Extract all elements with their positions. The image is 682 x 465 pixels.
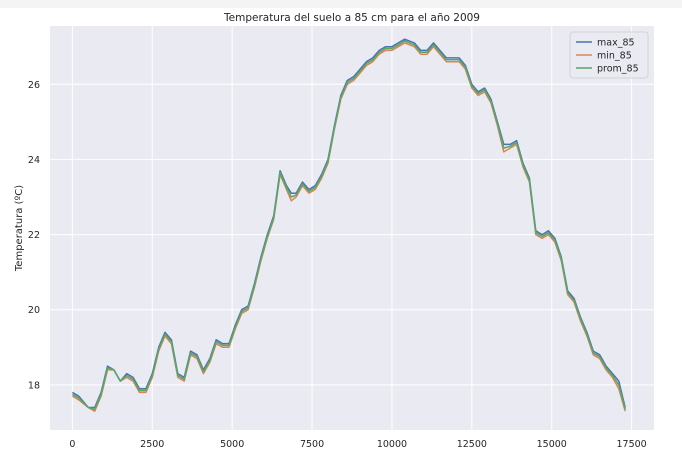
- y-tick-label: 20: [28, 305, 40, 316]
- plot-background: [50, 26, 654, 430]
- series-line-prom-85: [72, 40, 626, 411]
- y-tick-label: 24: [28, 155, 40, 166]
- y-tick-label: 18: [28, 380, 40, 391]
- x-tick-label: 0: [69, 439, 75, 450]
- x-tick-label: 2500: [140, 439, 164, 450]
- x-tick-label: 15000: [537, 439, 567, 450]
- x-tick-label: 7500: [300, 439, 324, 450]
- y-tick-label: 22: [28, 230, 40, 241]
- x-tick-label: 5000: [220, 439, 244, 450]
- x-tick-label: 10000: [377, 439, 407, 450]
- legend-box: [569, 31, 649, 79]
- x-tick-labels: 0 2500 5000 7500 10000 12500 15000 17500: [69, 439, 646, 450]
- chart-title: Temperatura del suelo a 85 cm para el añ…: [223, 12, 480, 24]
- y-axis-label: Temperatura (ºC): [14, 185, 25, 272]
- top-bar: [0, 0, 682, 8]
- legend-label: min_85: [597, 51, 632, 62]
- x-tick-label: 12500: [457, 439, 487, 450]
- legend-label: prom_85: [597, 64, 639, 75]
- y-tick-label: 26: [28, 80, 40, 91]
- y-tick-labels: 18 20 22 24 26: [28, 80, 40, 392]
- x-tick-label: 17500: [617, 439, 647, 450]
- legend: max_85 min_85 prom_85: [569, 31, 649, 79]
- series-lines: [72, 38, 626, 412]
- legend-label: max_85: [597, 38, 635, 49]
- grid: [50, 26, 654, 430]
